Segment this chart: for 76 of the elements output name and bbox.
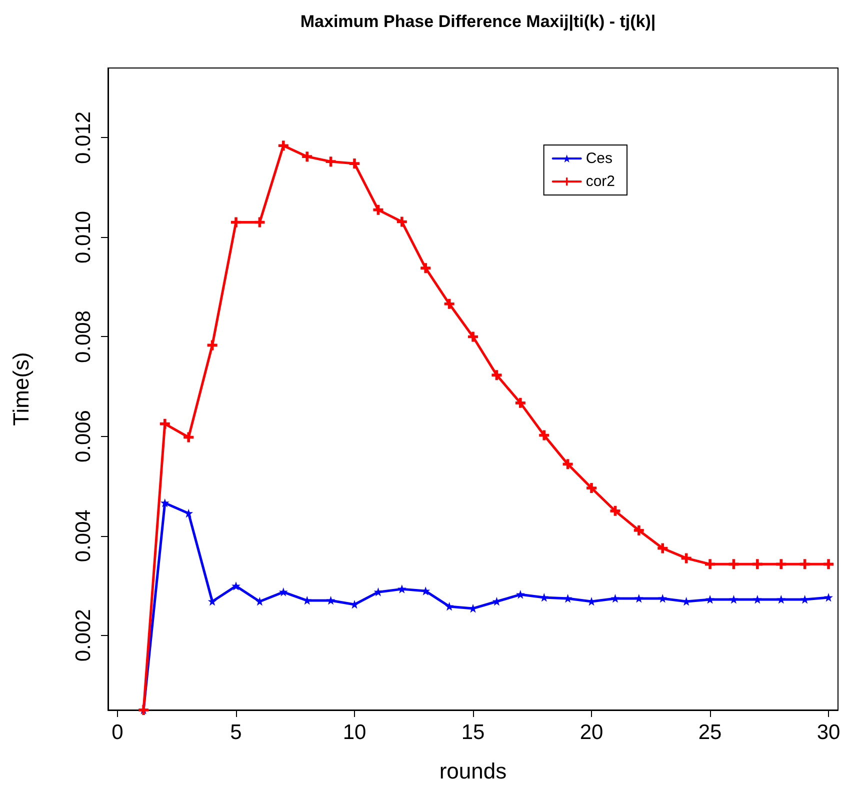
point: [373, 204, 384, 215]
point: [398, 586, 406, 593]
point: [304, 597, 311, 604]
point: [659, 595, 666, 602]
y-tick-label: 0.012: [72, 111, 95, 164]
point: [801, 596, 808, 604]
x-axis-title: rounds: [439, 758, 507, 784]
x-tick-label: 10: [342, 721, 366, 744]
point: [326, 156, 336, 167]
point: [682, 598, 690, 606]
point: [634, 525, 644, 536]
point: [207, 340, 218, 350]
point: [302, 152, 312, 162]
point: [800, 559, 810, 570]
point: [184, 432, 194, 442]
x-tick-label: 20: [580, 721, 604, 744]
x-tick-label: 5: [230, 721, 242, 744]
point: [446, 602, 453, 610]
point: [754, 596, 761, 604]
point: [588, 598, 596, 606]
point: [185, 510, 192, 517]
legend-label: Ces: [586, 150, 613, 167]
y-tick-label: 0.010: [72, 210, 95, 264]
point: [208, 598, 216, 606]
point: [681, 553, 692, 564]
point: [254, 217, 265, 228]
point: [161, 499, 168, 506]
point: [230, 217, 241, 228]
point: [658, 543, 668, 554]
y-tick-label: 0.002: [72, 609, 95, 662]
y-axis-title: Time(s): [8, 352, 34, 426]
point: [730, 596, 738, 604]
point: [280, 588, 287, 596]
x-tick-label: 0: [112, 721, 124, 744]
point: [396, 216, 407, 227]
point: [539, 430, 550, 440]
point: [610, 506, 620, 516]
point: [493, 598, 500, 606]
point: [586, 483, 597, 494]
point: [824, 559, 834, 570]
point: [516, 591, 524, 598]
point: [256, 598, 264, 606]
point: [232, 582, 240, 590]
point: [374, 588, 382, 596]
point: [278, 140, 288, 151]
point: [612, 595, 619, 602]
y-tick-label: 0.004: [72, 509, 95, 562]
point: [420, 263, 431, 274]
legend-label: cor2: [586, 173, 616, 190]
point: [778, 596, 785, 604]
point: [562, 459, 573, 470]
point: [540, 594, 548, 602]
x-tick-label: 30: [816, 721, 840, 744]
point: [422, 588, 430, 595]
point: [470, 604, 476, 612]
x-tick-label: 15: [461, 721, 485, 744]
point: [349, 158, 360, 169]
point: [705, 559, 716, 570]
point: [468, 332, 478, 342]
point: [515, 398, 526, 408]
point: [752, 559, 762, 570]
point: [825, 594, 832, 602]
y-tick-label: 0.006: [72, 410, 95, 463]
point: [776, 559, 786, 570]
point: [327, 597, 334, 604]
point: [564, 595, 572, 602]
point: [350, 600, 358, 608]
point: [706, 596, 714, 604]
chart-title: Maximum Phase Difference Maxij|ti(k) - tj(k)|: [300, 12, 656, 31]
x-tick-label: 25: [698, 721, 722, 744]
point: [492, 370, 502, 380]
point: [635, 595, 642, 602]
point: [444, 298, 454, 309]
point: [728, 559, 739, 570]
y-tick-label: 0.008: [72, 310, 95, 364]
point: [160, 418, 170, 429]
